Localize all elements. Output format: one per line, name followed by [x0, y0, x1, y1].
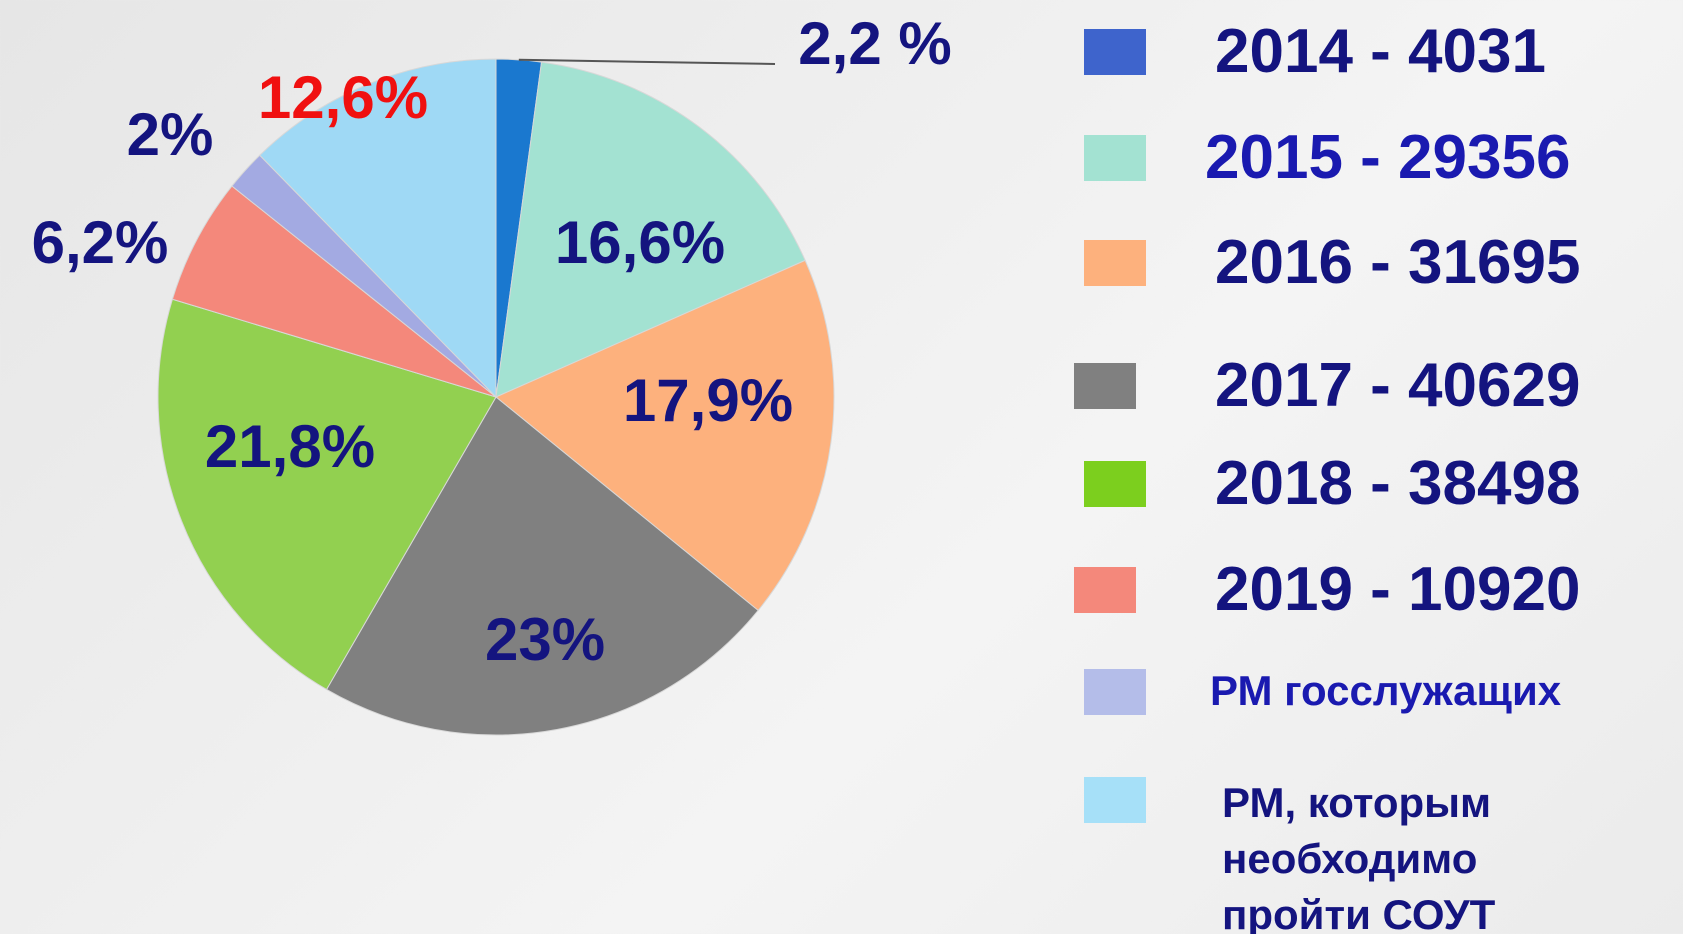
value-label: 6,2%: [32, 209, 169, 276]
value-label: 2%: [127, 101, 214, 168]
legend-label: 2014 - 4031: [1215, 17, 1546, 86]
legend-swatch: [1084, 29, 1146, 75]
legend-label: 2015 - 29356: [1205, 123, 1571, 192]
pie-slice: [157, 298, 497, 691]
legend-swatch: [1084, 135, 1146, 181]
legend-label: РМ госслужащих: [1210, 667, 1562, 714]
legend-swatch: [1084, 669, 1146, 715]
value-label: 21,8%: [205, 413, 375, 480]
pie-slice: [495, 61, 806, 398]
legend-label: РМ, которым необходимо пройти СОУТ: [1222, 779, 1496, 934]
legend-swatch: [1074, 567, 1136, 613]
pie-slice: [495, 259, 835, 612]
value-label: 17,9%: [623, 367, 793, 434]
legend-swatch: [1074, 363, 1136, 409]
value-label: 2,2 %: [798, 10, 951, 77]
legend-swatch: [1084, 461, 1146, 507]
legend-swatch: [1084, 777, 1146, 823]
pie-slice: [325, 396, 759, 736]
legend-label: 2016 - 31695: [1215, 228, 1581, 297]
legend-label: 2018 - 38498: [1215, 449, 1581, 518]
value-label: 12,6%: [258, 64, 428, 131]
pie-slice: [171, 185, 497, 398]
leader-line: [518, 58, 776, 65]
legend-swatch: [1084, 240, 1146, 286]
value-label: 23%: [485, 606, 605, 673]
value-label: 16,6%: [555, 209, 725, 276]
legend-label: 2019 - 10920: [1215, 555, 1581, 624]
legend-label: 2017 - 40629: [1215, 351, 1581, 420]
pie-slice: [259, 58, 497, 399]
